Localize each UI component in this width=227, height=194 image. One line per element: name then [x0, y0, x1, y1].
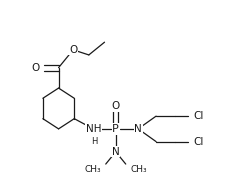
Text: H: H: [91, 137, 97, 146]
Text: O: O: [112, 101, 120, 111]
Text: O: O: [31, 63, 39, 73]
Text: CH₃: CH₃: [84, 165, 101, 174]
Text: N: N: [134, 124, 142, 134]
Text: NH: NH: [86, 124, 101, 134]
Text: N: N: [112, 147, 120, 157]
Text: O: O: [69, 45, 77, 55]
Text: Cl: Cl: [193, 111, 203, 121]
Text: P: P: [112, 124, 119, 134]
Text: CH₃: CH₃: [130, 165, 147, 174]
Text: Cl: Cl: [193, 137, 203, 147]
